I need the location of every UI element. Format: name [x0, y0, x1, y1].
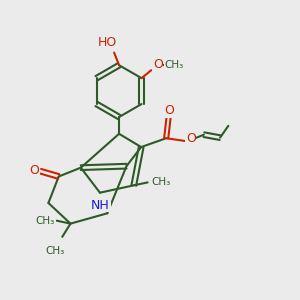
Text: CH₃: CH₃	[36, 216, 55, 226]
Text: CH₃: CH₃	[45, 246, 64, 256]
Text: O: O	[164, 104, 174, 117]
Text: HO: HO	[98, 36, 117, 49]
Text: O: O	[153, 58, 163, 71]
Text: NH: NH	[91, 199, 110, 212]
Text: CH₃: CH₃	[164, 60, 184, 70]
Text: CH₃: CH₃	[152, 177, 171, 188]
Text: O: O	[186, 132, 196, 145]
Text: O: O	[30, 164, 40, 176]
